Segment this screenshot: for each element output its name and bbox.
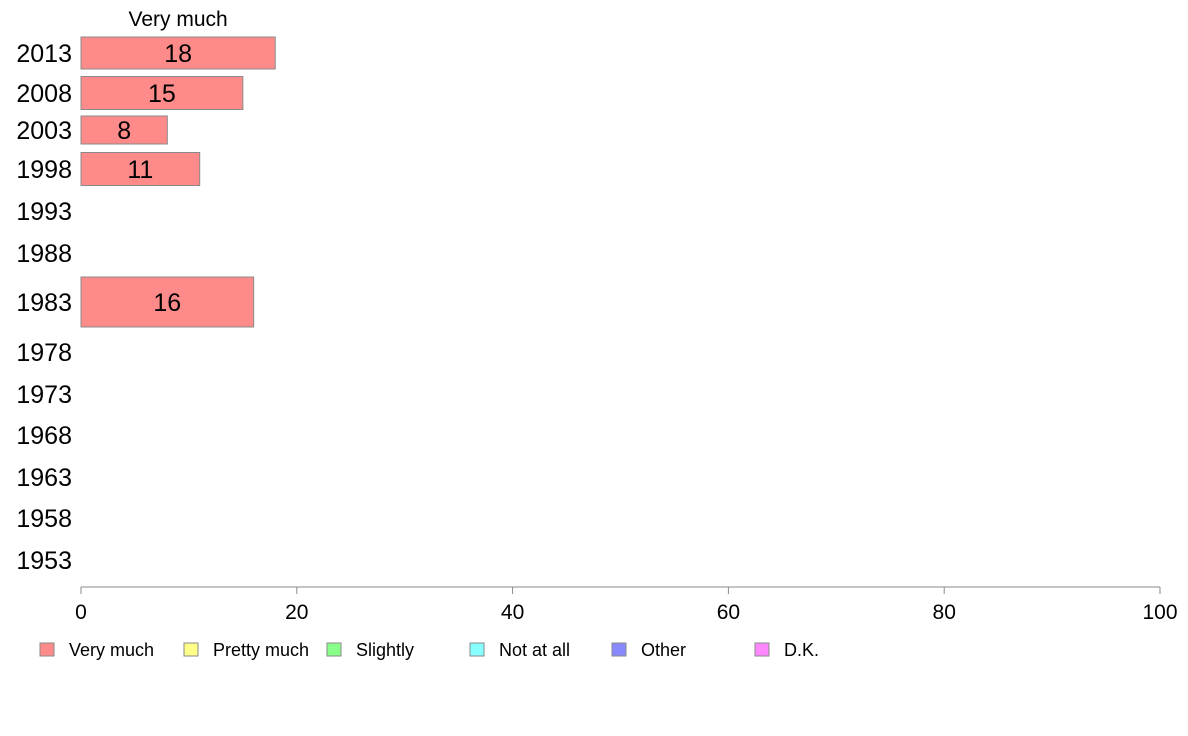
x-tick-label: 60 [717,601,740,624]
bar-value-label: 16 [153,289,181,317]
bar [80,115,168,145]
x-tick-label: 20 [285,601,308,624]
x-tick-label: 40 [501,601,524,624]
legend: Very much Pretty much Slightly Not at all Ot… [39,640,819,660]
year-label: 1998 [16,156,72,184]
bar-value-label: 11 [127,156,153,184]
bar [80,36,276,70]
legend-swatch [183,642,199,657]
legend-swatch [39,642,55,657]
year-labels: 2013 2008 2003 1998 1993 1988 1983 1978 1973 1968… [16,40,72,575]
x-tick-label: 0 [75,601,87,624]
bar [80,152,201,186]
x-axis: 0 20 40 60 80 100 [75,586,1178,624]
legend-label: Other [641,640,686,660]
year-label: 1983 [16,289,72,317]
bar-value-label: 18 [164,40,192,68]
legend-swatch [754,642,770,657]
bars-group: 18 15 8 11 16 [80,36,276,328]
year-label: 1953 [16,547,72,575]
year-label: 1963 [16,464,72,492]
year-label: 2013 [16,40,72,68]
legend-swatch [611,642,627,657]
year-label: 2003 [16,117,72,145]
year-label: 1968 [16,422,72,450]
legend-label: Very much [69,640,154,660]
year-label: 1978 [16,339,72,367]
legend-label: D.K. [784,640,819,660]
column-label: Very much [129,8,228,31]
bar [80,276,255,328]
x-tick-label: 80 [933,601,956,624]
legend-label: Pretty much [213,640,309,660]
year-label: 2008 [16,80,72,108]
legend-label: Slightly [356,640,414,660]
bar-value-label: 15 [148,80,176,108]
bar-value-label: 8 [117,117,131,145]
year-label: 1993 [16,198,72,226]
legend-label: Not at all [499,640,570,660]
bar [80,76,244,110]
x-tick-label: 100 [1142,601,1177,624]
year-label: 1988 [16,240,72,268]
year-label: 1958 [16,505,72,533]
year-label: 1973 [16,381,72,409]
legend-swatch [326,642,342,657]
legend-swatch [469,642,485,657]
